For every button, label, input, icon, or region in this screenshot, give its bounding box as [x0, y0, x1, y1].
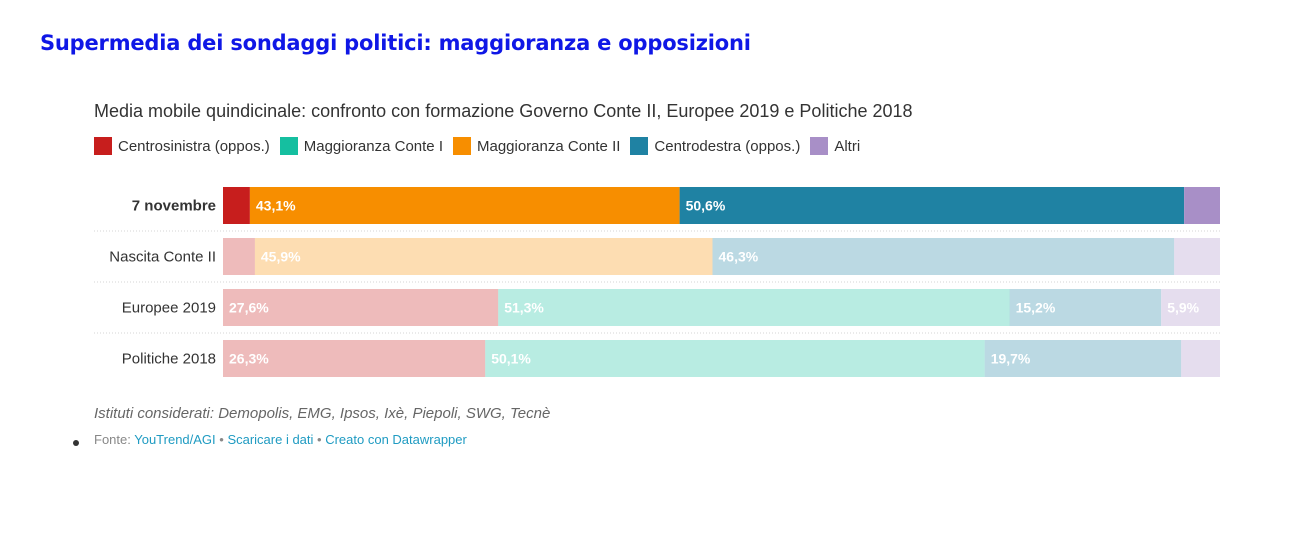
legend-item-centrosinistra: Centrosinistra (oppos.)	[94, 137, 270, 155]
bar-segment	[498, 289, 1010, 326]
stacked-bar-chart: 7 novembre 43,1% 50,6% Nascita Conte II 45,9…	[94, 187, 1220, 377]
source-prefix: Fonte:	[94, 432, 135, 447]
chart-notes: Istituti considerati: Demopolis, EMG, Ip…	[94, 405, 551, 422]
bar-segment	[249, 187, 680, 224]
legend-swatch	[452, 137, 471, 155]
legend-label: Centrodestra (oppos.)	[654, 137, 801, 155]
bar-segment	[1161, 289, 1220, 326]
bar-segment	[485, 340, 985, 377]
data-label: 45,9%	[261, 249, 301, 265]
bar-segment	[712, 238, 1175, 275]
bar-segment	[1009, 289, 1162, 326]
chart-subtitle: Media mobile quindicinale: confronto con…	[94, 101, 913, 121]
data-label: 19,7%	[991, 351, 1031, 367]
bullet-icon	[73, 440, 79, 446]
download-data-link[interactable]: Scaricare i dati	[227, 432, 314, 447]
bar-segment	[679, 187, 1185, 224]
legend-item-altri: Altri	[810, 137, 860, 155]
legend-swatch	[810, 137, 829, 155]
data-label: 27,6%	[229, 300, 269, 316]
data-label: 15,2%	[1016, 300, 1056, 316]
data-label: 50,1%	[491, 351, 531, 367]
legend-label: Centrosinistra (oppos.)	[118, 137, 270, 155]
legend-item-centrodestra: Centrodestra (oppos.)	[630, 137, 800, 155]
chart-footer: Fonte: YouTrend/AGI • Scaricare i dati •…	[94, 432, 467, 447]
data-label: 26,3%	[229, 351, 269, 367]
legend-swatch	[630, 137, 649, 155]
data-label: 43,1%	[256, 198, 296, 214]
bar-segment	[1184, 187, 1220, 224]
data-label: 5,9%	[1167, 300, 1199, 316]
row-label: Nascita Conte II	[109, 249, 216, 266]
data-label: 50,6%	[686, 198, 726, 214]
bar-segment	[1174, 238, 1220, 275]
legend-swatch	[279, 137, 298, 155]
data-label: 51,3%	[504, 300, 544, 316]
row-label: 7 novembre	[132, 198, 216, 215]
footer-separator: •	[215, 432, 228, 447]
legend-item-maggioranza-conte-ii: Maggioranza Conte II	[452, 137, 621, 155]
row-label: Europee 2019	[122, 300, 216, 317]
bar-segment	[223, 238, 255, 275]
row-label: Politiche 2018	[122, 351, 216, 368]
page-title: Supermedia dei sondaggi politici: maggio…	[40, 31, 751, 55]
bar-segment	[223, 340, 486, 377]
bar-segment	[984, 340, 1182, 377]
legend-item-maggioranza-conte-i: Maggioranza Conte I	[279, 137, 443, 155]
legend-label: Maggioranza Conte II	[476, 137, 621, 155]
bar-segment	[223, 289, 499, 326]
legend: Centrosinistra (oppos.) Maggioranza Cont…	[94, 137, 870, 155]
bar-segment	[254, 238, 713, 275]
source-link[interactable]: YouTrend/AGI	[134, 432, 216, 447]
bar-segment	[223, 187, 250, 224]
bar-segment	[1181, 340, 1220, 377]
data-label: 46,3%	[719, 249, 759, 265]
legend-label: Altri	[834, 137, 861, 155]
footer-separator: •	[313, 432, 326, 447]
legend-label: Maggioranza Conte I	[303, 137, 443, 155]
datawrapper-link[interactable]: Creato con Datawrapper	[325, 432, 467, 447]
legend-swatch	[94, 137, 112, 155]
